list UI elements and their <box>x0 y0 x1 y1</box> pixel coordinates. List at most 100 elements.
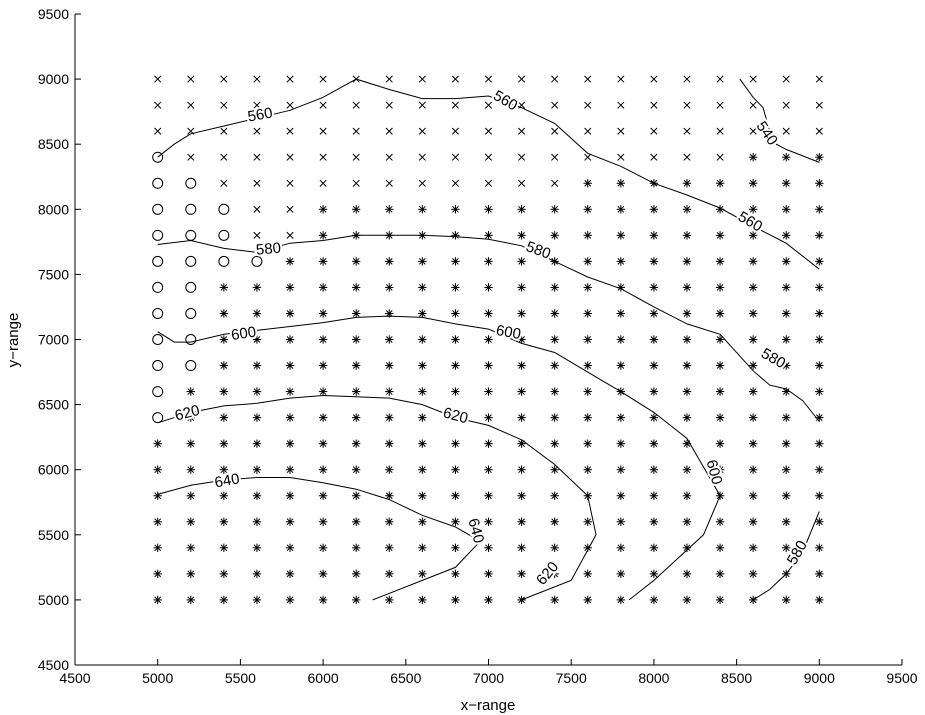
cross-marker <box>253 101 261 109</box>
star-marker <box>682 439 692 448</box>
star-marker <box>782 309 791 318</box>
star-marker <box>550 231 559 240</box>
star-marker <box>649 595 659 605</box>
star-marker <box>252 335 262 344</box>
x-tick-label: 4500 <box>59 670 90 686</box>
star-marker <box>583 491 592 500</box>
star-marker <box>782 543 791 553</box>
star-marker <box>484 517 493 526</box>
star-marker <box>782 439 791 448</box>
circle-marker <box>251 255 263 267</box>
star-marker <box>583 335 592 344</box>
star-marker <box>418 595 427 605</box>
cross-marker <box>551 153 559 161</box>
star-marker <box>484 335 493 344</box>
star-marker <box>318 205 328 214</box>
star-marker <box>682 231 692 240</box>
star-marker <box>748 465 758 474</box>
cross-marker <box>253 127 261 135</box>
star-marker <box>616 413 626 422</box>
cross-marker <box>617 127 625 135</box>
cross-marker <box>352 127 360 135</box>
y-tick-label: 4500 <box>38 657 69 673</box>
star-marker <box>285 491 295 500</box>
star-marker <box>484 413 493 422</box>
star-marker <box>649 413 659 422</box>
cross-marker <box>451 75 459 83</box>
star-marker <box>616 439 626 448</box>
star-marker <box>285 517 295 526</box>
cross-marker <box>352 179 360 187</box>
cross-marker <box>584 127 592 135</box>
star-marker <box>782 517 791 526</box>
star-marker <box>252 361 262 370</box>
contour-label: 620 <box>441 404 470 427</box>
cross-marker <box>319 101 327 109</box>
cross-marker <box>418 127 426 135</box>
star-marker <box>351 543 361 553</box>
star-marker <box>219 543 229 553</box>
star-marker <box>616 231 626 240</box>
cross-marker <box>617 153 625 161</box>
star-marker <box>815 491 824 500</box>
star-marker <box>385 309 394 318</box>
star-marker <box>583 309 592 318</box>
circle-marker <box>185 360 197 372</box>
star-marker <box>715 595 725 605</box>
star-marker <box>219 335 229 344</box>
star-marker <box>318 439 328 448</box>
star-marker <box>815 361 824 370</box>
cross-marker <box>385 75 393 83</box>
star-marker <box>682 335 692 344</box>
star-marker <box>517 335 526 344</box>
cross-marker <box>484 153 493 161</box>
star-marker <box>351 205 361 214</box>
cross-marker <box>154 101 162 109</box>
star-marker <box>748 543 758 553</box>
star-marker <box>318 387 328 396</box>
star-marker <box>285 569 295 579</box>
x-tick-label: 6500 <box>390 670 421 686</box>
star-marker <box>318 413 328 422</box>
star-marker <box>385 231 394 240</box>
circle-marker <box>152 151 164 163</box>
cross-marker <box>716 153 724 161</box>
cross-marker <box>518 101 526 109</box>
star-marker <box>715 335 725 344</box>
cross-marker <box>650 75 658 83</box>
star-marker <box>649 283 659 292</box>
star-marker <box>815 231 824 240</box>
circle-marker <box>152 334 164 345</box>
star-marker <box>418 231 427 240</box>
star-marker <box>748 257 758 266</box>
star-marker <box>550 387 559 396</box>
cross-marker <box>782 127 790 135</box>
circle-marker <box>152 281 164 293</box>
star-marker <box>451 283 460 292</box>
star-marker <box>186 543 195 553</box>
circle-marker <box>185 334 197 345</box>
star-marker <box>418 491 427 500</box>
star-marker <box>153 569 162 579</box>
star-marker <box>550 439 559 448</box>
cross-marker <box>451 179 459 187</box>
star-marker <box>351 335 361 344</box>
star-marker <box>616 595 626 605</box>
star-marker <box>385 335 394 344</box>
star-marker <box>649 335 659 344</box>
star-marker <box>285 543 295 553</box>
star-marker <box>484 465 493 474</box>
star-marker <box>649 387 659 396</box>
star-marker <box>219 595 229 605</box>
cross-marker <box>220 101 228 109</box>
star-marker <box>285 257 295 266</box>
star-marker <box>219 569 229 579</box>
star-marker <box>782 283 791 292</box>
star-marker <box>451 205 460 214</box>
y-axis-label: y−range <box>5 313 22 368</box>
star-marker <box>318 231 328 240</box>
star-marker <box>682 361 692 370</box>
star-marker <box>385 205 394 214</box>
star-marker <box>649 439 659 448</box>
